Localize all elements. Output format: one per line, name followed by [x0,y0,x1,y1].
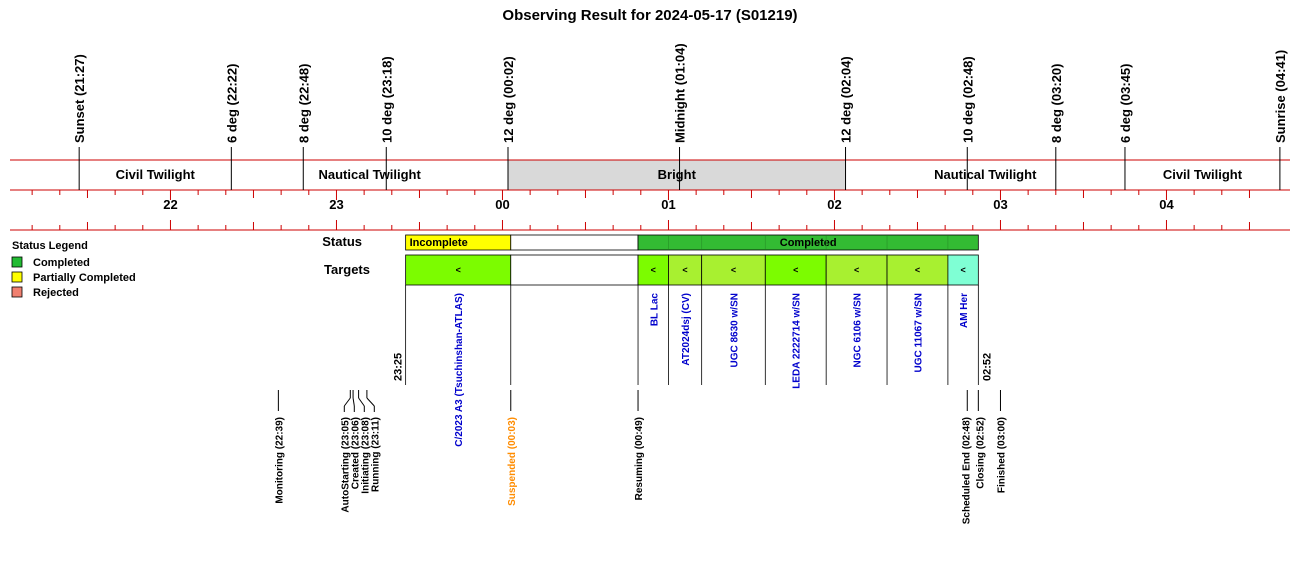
twilight-event-label: 8 deg (03:20) [1049,64,1064,143]
target-block[interactable] [405,254,512,286]
targets-start-time: 23:25 [393,353,405,381]
target-name[interactable]: NGC 6106 w/SN [853,293,864,367]
target-name[interactable]: LEDA 2222714 w/SN [792,293,803,389]
target-mark: < [854,265,859,275]
twilight-event-label: 6 deg (22:22) [224,64,239,143]
twilight-band-label: Civil Twilight [116,167,196,182]
twilight-band [845,160,1125,190]
twilight-band [231,160,509,190]
hour-label: 03 [993,197,1007,212]
page-title: Observing Result for 2024-05-17 (S01219) [502,7,797,24]
target-mark: < [731,265,736,275]
target-block[interactable] [825,254,888,286]
twilight-event-label: 12 deg (00:02) [501,56,516,143]
system-event-label: Resuming (00:49) [634,417,645,500]
targets-row: Targets < C/2023 A3 (Tsuchinshan-ATLAS) < BL… [324,254,993,447]
twilight-event-label: 8 deg (22:48) [296,64,311,143]
system-event-label: AutoStarting (23:05) [340,417,351,513]
target-block[interactable] [510,254,639,286]
target-block[interactable] [701,254,766,286]
hour-label: 22 [163,197,177,212]
hour-label: 02 [827,197,841,212]
target-mark: < [915,265,920,275]
twilight-event-label: Sunset (21:27) [72,54,87,143]
system-event-label: Suspended (00:03) [507,417,518,506]
target-name[interactable]: AM Her [959,293,970,328]
legend-item-label: Completed [33,257,90,269]
twilight-band [79,160,232,190]
status-legend: Status Legend Completed Partially Complete… [11,240,136,299]
target-block[interactable] [947,254,979,286]
system-event-label: Finished (03:00) [996,417,1007,493]
system-event-marker [352,397,355,407]
hour-label: 23 [329,197,343,212]
target-name[interactable]: C/2023 A3 (Tsuchinshan-ATLAS) [454,293,465,447]
target-name[interactable]: UGC 11067 w/SN [913,293,924,372]
twilight-event-label: 10 deg (23:18) [379,56,394,143]
twilight-bands: Civil Twilight Nautical Twilight Bright Nau… [10,159,1290,231]
targets-end-time: 02:52 [981,353,993,381]
legend-swatch [11,286,23,298]
legend-swatch [11,256,23,268]
target-mark: < [651,265,656,275]
status-segment[interactable] [637,234,979,251]
status-segment[interactable] [510,234,639,251]
twilight-band [508,160,846,190]
twilight-band-label: Civil Twilight [1163,167,1243,182]
twilight-events: Sunset (21:27) 6 deg (22:22) 8 deg (22:48)… [72,43,1288,190]
legend-title: Status Legend [12,240,88,252]
system-events: Monitoring (22:39) AutoStarting (23:05) Cr… [274,390,1007,524]
twilight-event-label: 12 deg (02:04) [839,56,854,143]
target-name[interactable]: BL Lac [649,293,660,327]
targets-row-label: Targets [324,262,370,277]
system-event-label: Monitoring (22:39) [274,417,285,504]
twilight-band [1124,160,1280,190]
target-mark: < [682,265,687,275]
system-event-label: Initiating (23:08) [360,417,371,494]
target-mark: < [960,265,965,275]
system-event-label: Scheduled End (02:48) [961,417,972,524]
time-axis: 22 23 00 01 02 03 04 [31,190,1250,230]
status-segment-label: Completed [780,237,837,249]
system-event-marker [366,397,375,407]
twilight-event-label: 10 deg (02:48) [960,56,975,143]
twilight-band-label: Nautical Twilight [319,167,422,182]
status-row-label: Status [322,234,362,249]
target-block[interactable] [764,254,827,286]
twilight-band-label: Bright [658,167,697,182]
hour-label: 01 [661,197,675,212]
system-event-label: Created (23:06) [350,417,361,489]
legend-item-label: Partially Completed [33,272,136,284]
twilight-band-label: Nautical Twilight [934,167,1037,182]
twilight-event-label: Sunrise (04:41) [1273,50,1288,143]
status-row: Status Incomplete Completed [322,234,979,251]
target-name[interactable]: UGC 8630 w/SN [729,293,740,367]
hour-label: 00 [495,197,509,212]
hour-label: 04 [1159,197,1174,212]
target-mark: < [456,265,461,275]
system-event-marker [358,397,365,407]
twilight-event-label: Midnight (01:04) [673,43,688,143]
status-segment-label: Incomplete [410,237,468,249]
system-event-label: Running (23:11) [370,417,381,492]
system-event-label: Closing (02:52) [975,417,986,489]
legend-swatch [11,271,23,283]
twilight-event-label: 6 deg (03:45) [1118,64,1133,143]
target-mark: < [793,265,798,275]
legend-item-label: Rejected [33,287,79,299]
target-block[interactable] [637,254,669,286]
target-name[interactable]: AT2024dsj (CV) [681,293,692,366]
system-event-marker [343,397,351,407]
